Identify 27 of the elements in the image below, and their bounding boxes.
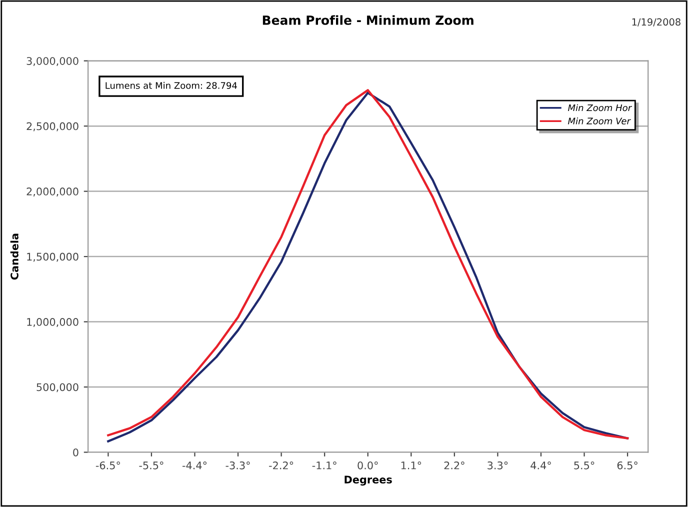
y-tick-label: 500,000	[36, 383, 78, 392]
x-tick-label: -2.2°	[269, 461, 294, 470]
x-tick-label: -5.5°	[139, 461, 164, 470]
annotation: Lumens at Min Zoom: 28.794	[106, 82, 237, 89]
x-tick-label: -4.4°	[182, 461, 207, 470]
x-tick-label: 3.3°	[488, 461, 508, 470]
legend-label: Min Zoom Hor	[568, 104, 632, 112]
legend-label: Min Zoom Ver	[568, 117, 631, 124]
x-tick-label: 5.5°	[574, 461, 594, 470]
y-tick-label: 2,500,000	[26, 122, 78, 132]
text: 1/19/2008	[632, 18, 680, 26]
x-tick-label: -6.5°	[96, 461, 120, 470]
x-tick-label: 6.5°	[617, 461, 638, 470]
x-tick-label: -3.3°	[226, 461, 250, 470]
x-tick-label: 4.4°	[530, 461, 551, 470]
y-tick-label: 1,500,000	[27, 252, 78, 262]
chart-title: Beam Profile - Minimum Zoom	[262, 15, 474, 25]
y-tick-label: 2,000,000	[26, 188, 78, 196]
y-axis-title: Candela	[10, 234, 18, 280]
y-tick-label: 1,000,000	[27, 318, 78, 327]
x-tick-label: 2.2°	[444, 461, 464, 470]
x-tick-label: -1.1°	[312, 461, 336, 470]
y-tick-label: 3,000,000	[26, 57, 78, 66]
x-tick-label: 0.0°	[358, 461, 378, 470]
x-tick-label: 1.1°	[401, 461, 422, 470]
x-axis-title: Degrees	[344, 476, 392, 486]
y-tick-label: 0	[73, 448, 78, 456]
